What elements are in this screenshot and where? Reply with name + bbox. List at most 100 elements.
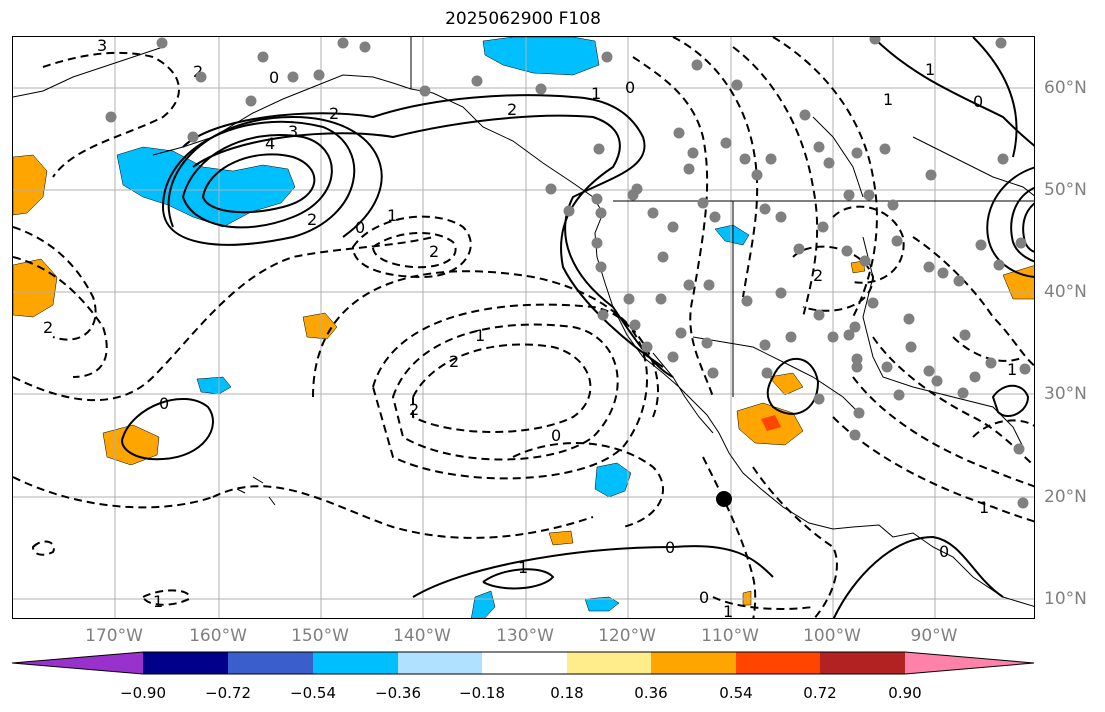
station-dot (959, 329, 971, 341)
orange-region-8 (548, 530, 574, 546)
station-dot (953, 275, 965, 287)
contour-label: 1 (387, 206, 397, 225)
contour-label: 1 (925, 60, 935, 79)
station-dot (1015, 237, 1027, 249)
station-dot (851, 147, 863, 159)
station-dot (105, 111, 117, 123)
station-dot (849, 321, 861, 333)
station-dot (813, 309, 825, 321)
contour-label: 1 (1007, 360, 1017, 379)
station-dot (545, 183, 557, 195)
station-dot (931, 375, 943, 387)
colorbar-segment (228, 652, 313, 674)
station-dot (195, 71, 207, 83)
station-dot (627, 189, 639, 201)
station-dot (969, 371, 981, 383)
coastlines (13, 37, 1034, 607)
station-dot (313, 69, 325, 81)
lon-label: 170°W (85, 626, 143, 646)
lat-label: 30°N (1044, 384, 1087, 404)
station-dot (1017, 497, 1029, 509)
colorbar-segment (12, 652, 143, 674)
station-dot (720, 137, 732, 149)
station-dot (975, 239, 987, 251)
contour-label: 0 (973, 92, 983, 111)
contour-label: 2 (329, 104, 339, 123)
station-dot (765, 153, 777, 165)
station-dot (799, 109, 811, 121)
contour-label: 1 (883, 90, 893, 109)
station-dot (591, 237, 603, 249)
contour-label: 0 (699, 588, 709, 607)
colorbar-segment (651, 652, 736, 674)
colorbar-tick-label: 0.72 (803, 684, 837, 702)
contour-lines (121, 37, 1034, 618)
station-dot (683, 163, 695, 175)
colorbar (12, 651, 1035, 675)
colorbar-segment (398, 652, 482, 674)
station-dot (595, 261, 607, 273)
contour-label: 2 (429, 242, 439, 261)
station-dot (597, 309, 609, 321)
station-dot (997, 153, 1009, 165)
map-canvas: 3 2 0 3 4 2 0 1 2 2 1 0 1 0 2 2 2 1 0 2 … (13, 37, 1034, 619)
colorbar-tick-label: 0.54 (719, 684, 753, 702)
contour-label-group: 3 2 0 3 4 2 0 1 2 2 1 0 1 0 2 2 2 1 0 2 … (43, 37, 1017, 619)
contour-label: 0 (665, 538, 675, 557)
station-dot (985, 357, 997, 369)
map-title: 2025062900 F108 (445, 9, 601, 29)
station-dot (701, 337, 713, 349)
station-dot (691, 59, 703, 71)
station-dot (827, 331, 839, 343)
colorbar-tick-label: −0.90 (120, 684, 166, 702)
station-dot (759, 339, 771, 351)
shaded-regions (13, 37, 1034, 618)
colorbar-tick-label: −0.72 (205, 684, 251, 702)
contour-label: 2 (449, 352, 459, 371)
station-dot (245, 95, 257, 107)
station-dot (471, 75, 483, 87)
station-dot (867, 297, 879, 309)
colorbar-segment (313, 652, 398, 674)
station-dot (535, 83, 547, 95)
station-dot (257, 51, 269, 63)
station-dot (741, 295, 753, 307)
contour-label: 1 (979, 498, 989, 517)
station-dot (675, 327, 687, 339)
lat-label: 10°N (1044, 589, 1087, 609)
contour-label: 1 (723, 602, 733, 619)
blue-region-alaska (482, 37, 600, 76)
blue-region-small-2 (594, 462, 632, 498)
station-dot (687, 147, 699, 159)
red-region-mexico (761, 415, 781, 431)
contour-label: 1 (591, 84, 601, 103)
station-dot (853, 407, 865, 419)
station-dot (925, 169, 937, 181)
station-dot (1019, 363, 1031, 375)
orange-region-west-2 (13, 258, 58, 318)
orange-region-east (1002, 265, 1034, 300)
station-dot (187, 131, 199, 143)
station-dot (359, 41, 371, 53)
station-dot (707, 367, 719, 379)
station-dot (591, 193, 603, 205)
contour-label: 3 (97, 37, 107, 55)
station-dot (337, 37, 349, 49)
station-dot (647, 207, 659, 219)
station-dot (841, 245, 853, 257)
colorbar-segment (143, 652, 228, 674)
contour-label: 2 (193, 62, 203, 81)
station-dot (709, 211, 721, 223)
station-dot (843, 329, 855, 341)
colorbar-tick-label: 0.18 (550, 684, 584, 702)
lat-label: 20°N (1044, 487, 1087, 507)
station-dot (563, 205, 575, 217)
station-markers (105, 37, 1031, 509)
lon-label: 160°W (189, 626, 247, 646)
station-dot (891, 235, 903, 247)
contour-label: 1 (475, 326, 485, 345)
contour-label: 0 (551, 426, 561, 445)
orange-region-9 (742, 590, 752, 606)
map-panel: 3 2 0 3 4 2 0 1 2 2 1 0 1 0 2 2 2 1 0 2 … (12, 36, 1035, 619)
contour-label: 0 (355, 218, 365, 237)
